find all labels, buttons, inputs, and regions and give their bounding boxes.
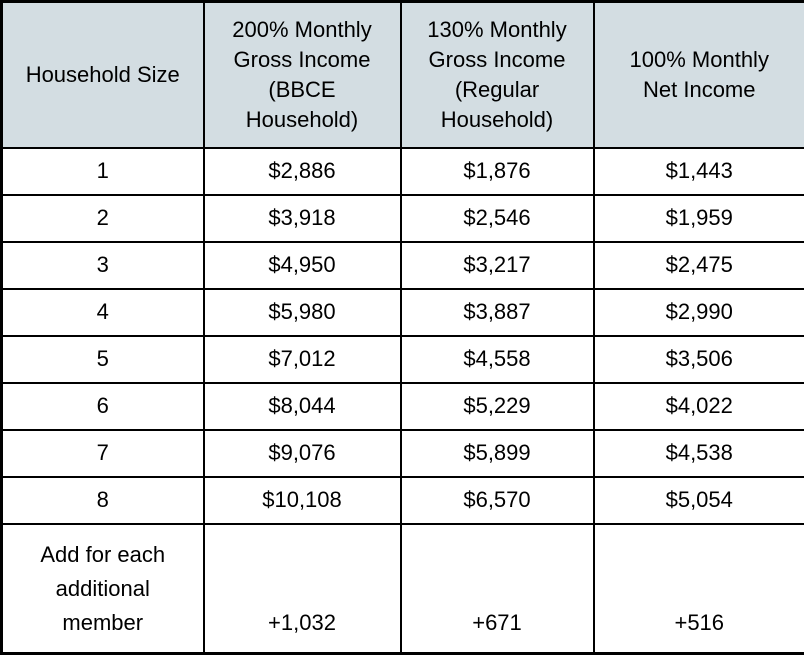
table-cell-130-gross: $2,546 — [399, 194, 595, 243]
table-cell-200-gross: $7,012 — [202, 335, 402, 384]
header-row: Household Size 200% Monthly Gross Income… — [0, 0, 804, 149]
table-cell-100-net: $1,443 — [592, 147, 804, 196]
table-cell-additional-200-gross: +1,032 — [202, 523, 402, 655]
table-cell-100-net: $5,054 — [592, 476, 804, 525]
table-cell-100-net: $3,506 — [592, 335, 804, 384]
table-row: 8 $10,108 $6,570 $5,054 — [0, 476, 804, 525]
header-cell-130-gross-income: 130% Monthly Gross Income (Regular House… — [399, 0, 595, 149]
table-row: 4 $5,980 $3,887 $2,990 — [0, 288, 804, 337]
table-cell-200-gross: $9,076 — [202, 429, 402, 478]
table-cell-130-gross: $5,229 — [399, 382, 595, 431]
additional-member-row: Add for each additional member +1,032 +6… — [0, 523, 804, 655]
table-row: 7 $9,076 $5,899 $4,538 — [0, 429, 804, 478]
table-cell-130-gross: $6,570 — [399, 476, 595, 525]
table-cell-additional-130-gross: +671 — [399, 523, 595, 655]
table-cell-100-net: $2,990 — [592, 288, 804, 337]
table-cell-household-size: 7 — [0, 429, 205, 478]
table-cell-130-gross: $3,217 — [399, 241, 595, 290]
table-cell-200-gross: $10,108 — [202, 476, 402, 525]
table-row: 1 $2,886 $1,876 $1,443 — [0, 147, 804, 196]
table-cell-household-size: 6 — [0, 382, 205, 431]
table-cell-130-gross: $5,899 — [399, 429, 595, 478]
table-cell-130-gross: $3,887 — [399, 288, 595, 337]
table-cell-130-gross: $1,876 — [399, 147, 595, 196]
table-cell-household-size: 1 — [0, 147, 205, 196]
table-cell-130-gross: $4,558 — [399, 335, 595, 384]
table-cell-additional-100-net: +516 — [592, 523, 804, 655]
table-row: 5 $7,012 $4,558 $3,506 — [0, 335, 804, 384]
table-cell-household-size: 8 — [0, 476, 205, 525]
table-cell-household-size: 4 — [0, 288, 205, 337]
income-limits-table: Household Size 200% Monthly Gross Income… — [0, 0, 804, 655]
table-body: 1 $2,886 $1,876 $1,443 2 $3,918 $2,546 $… — [0, 147, 804, 655]
table-cell-additional-member-label: Add for each additional member — [0, 523, 205, 655]
table-cell-household-size: 5 — [0, 335, 205, 384]
table-cell-100-net: $4,538 — [592, 429, 804, 478]
table-header: Household Size 200% Monthly Gross Income… — [0, 0, 804, 149]
table-row: 2 $3,918 $2,546 $1,959 — [0, 194, 804, 243]
table-cell-200-gross: $2,886 — [202, 147, 402, 196]
table-cell-household-size: 2 — [0, 194, 205, 243]
table-cell-100-net: $1,959 — [592, 194, 804, 243]
table-cell-100-net: $2,475 — [592, 241, 804, 290]
table-cell-200-gross: $4,950 — [202, 241, 402, 290]
header-cell-100-net-income: 100% Monthly Net Income — [592, 0, 804, 149]
table-cell-household-size: 3 — [0, 241, 205, 290]
table-cell-200-gross: $5,980 — [202, 288, 402, 337]
table-row: 6 $8,044 $5,229 $4,022 — [0, 382, 804, 431]
table-cell-200-gross: $8,044 — [202, 382, 402, 431]
table-cell-100-net: $4,022 — [592, 382, 804, 431]
header-cell-household-size: Household Size — [0, 0, 205, 149]
header-cell-200-gross-income: 200% Monthly Gross Income (BBCE Househol… — [202, 0, 402, 149]
table-row: 3 $4,950 $3,217 $2,475 — [0, 241, 804, 290]
table-cell-200-gross: $3,918 — [202, 194, 402, 243]
